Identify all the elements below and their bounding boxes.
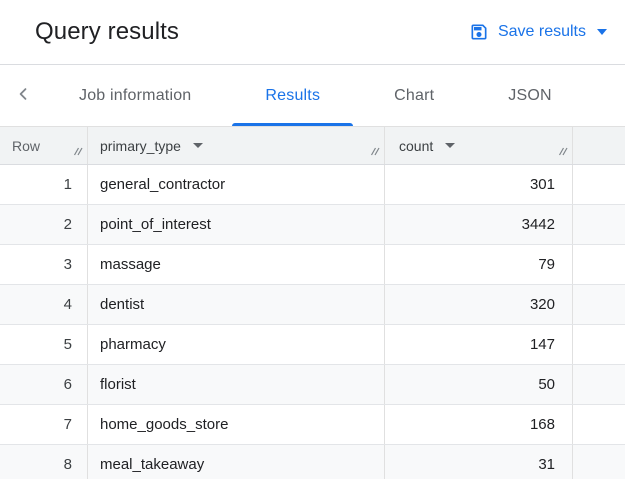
filler-cell [573,365,625,404]
table-row: 5 pharmacy 147 [0,325,625,365]
table-row: 2 point_of_interest 3442 [0,205,625,245]
table-row: 3 massage 79 [0,245,625,285]
save-results-label: Save results [497,23,586,40]
count-cell: 168 [385,405,573,444]
row-number-cell: 5 [0,325,88,364]
filler-cell [573,165,625,204]
results-table: Row primary_type [0,126,625,479]
count-cell: 50 [385,365,573,404]
table-row: 1 general_contractor 301 [0,165,625,205]
primary-type-cell: florist [88,365,385,404]
count-cell: 31 [385,445,573,479]
table-header-row: Row primary_type [0,126,625,165]
count-cell: 147 [385,325,573,364]
count-cell: 320 [385,285,573,324]
row-number-cell: 2 [0,205,88,244]
save-results-button[interactable]: Save results [465,16,611,48]
tab-bar: Job information Results Chart JSON [0,65,625,126]
topbar: Query results Save results [0,0,625,65]
save-icon [469,22,489,42]
page-title: Query results [35,18,180,45]
primary-type-cell: general_contractor [88,165,385,204]
count-cell: 79 [385,245,573,284]
column-label: primary_type [100,137,181,154]
column-menu-count[interactable]: count [399,137,456,154]
column-resize-handle[interactable] [369,144,381,161]
count-cell: 3442 [385,205,573,244]
column-header-filler [573,127,625,164]
tab-label: Chart [394,86,435,104]
filler-cell [573,285,625,324]
column-dropdown-caret-icon [192,143,203,148]
filler-cell [573,205,625,244]
primary-type-cell: point_of_interest [88,205,385,244]
primary-type-cell: massage [88,245,385,284]
filler-cell [573,325,625,364]
table-row: 8 meal_takeaway 31 [0,445,625,479]
column-header-primary-type: primary_type [88,127,385,164]
primary-type-cell: dentist [88,285,385,324]
table-row: 6 florist 50 [0,365,625,405]
filler-cell [573,245,625,284]
column-menu-primary-type[interactable]: primary_type [100,138,203,154]
tab-job-information[interactable]: Job information [42,65,228,126]
filler-cell [573,405,625,444]
primary-type-cell: pharmacy [88,325,385,364]
row-number-cell: 8 [0,445,88,479]
row-number-cell: 7 [0,405,88,444]
filler-cell [573,445,625,479]
tab-label: JSON [508,86,552,104]
column-resize-handle[interactable] [557,144,569,161]
row-number-cell: 1 [0,165,88,204]
tab-label: Job information [79,86,192,104]
row-number-cell: 4 [0,285,88,324]
column-header-count: count [385,127,573,164]
tab-chart[interactable]: Chart [357,65,471,126]
active-tab-underline [232,123,354,126]
column-label: Row [12,137,41,154]
tab-results[interactable]: Results [228,65,357,126]
table-row: 7 home_goods_store 168 [0,405,625,445]
primary-type-cell: home_goods_store [88,405,385,444]
primary-type-cell: meal_takeaway [88,445,385,479]
column-dropdown-caret-icon [445,143,456,148]
count-cell: 301 [385,165,573,204]
column-resize-handle[interactable] [72,144,84,161]
tab-json[interactable]: JSON [471,65,588,126]
row-number-cell: 6 [0,365,88,404]
chevron-down-icon [597,29,607,35]
row-number-cell: 3 [0,245,88,284]
chevron-left-icon [12,83,34,108]
column-header-row: Row [0,127,88,164]
scroll-tabs-left-button[interactable] [4,65,42,126]
tab-label: Results [265,86,321,104]
column-label: count [399,137,434,154]
table-row: 4 dentist 320 [0,285,625,325]
